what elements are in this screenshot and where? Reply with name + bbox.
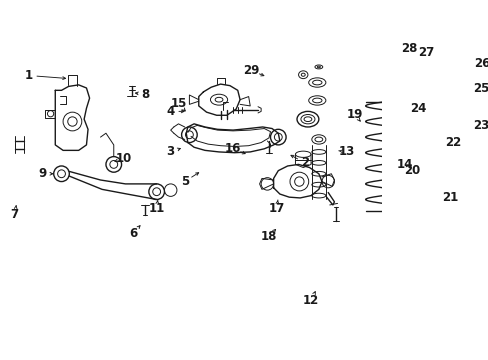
Text: 4: 4 <box>166 105 174 118</box>
Text: 12: 12 <box>302 294 319 307</box>
Text: 21: 21 <box>441 191 457 204</box>
Text: 1: 1 <box>25 69 33 82</box>
Text: 28: 28 <box>400 42 417 55</box>
Text: 7: 7 <box>11 208 19 221</box>
Text: 22: 22 <box>444 136 460 149</box>
Text: 11: 11 <box>148 202 164 215</box>
Text: 27: 27 <box>417 46 434 59</box>
Text: 19: 19 <box>346 108 362 121</box>
Text: 6: 6 <box>129 226 137 239</box>
Text: 2: 2 <box>300 156 308 169</box>
Text: 18: 18 <box>260 230 277 243</box>
Text: 3: 3 <box>166 145 174 158</box>
Text: 25: 25 <box>472 82 488 95</box>
Text: 24: 24 <box>409 102 426 115</box>
Text: 14: 14 <box>396 158 412 171</box>
Text: 8: 8 <box>142 88 149 101</box>
Text: 23: 23 <box>472 119 488 132</box>
Text: 9: 9 <box>39 167 47 180</box>
Text: 15: 15 <box>170 97 186 110</box>
Text: 20: 20 <box>404 164 420 177</box>
Text: 26: 26 <box>473 57 488 69</box>
Text: 17: 17 <box>268 202 285 215</box>
Text: 10: 10 <box>116 152 132 165</box>
Text: 5: 5 <box>180 175 188 188</box>
Text: 16: 16 <box>224 142 241 155</box>
Text: 13: 13 <box>338 145 354 158</box>
Text: 29: 29 <box>243 64 260 77</box>
